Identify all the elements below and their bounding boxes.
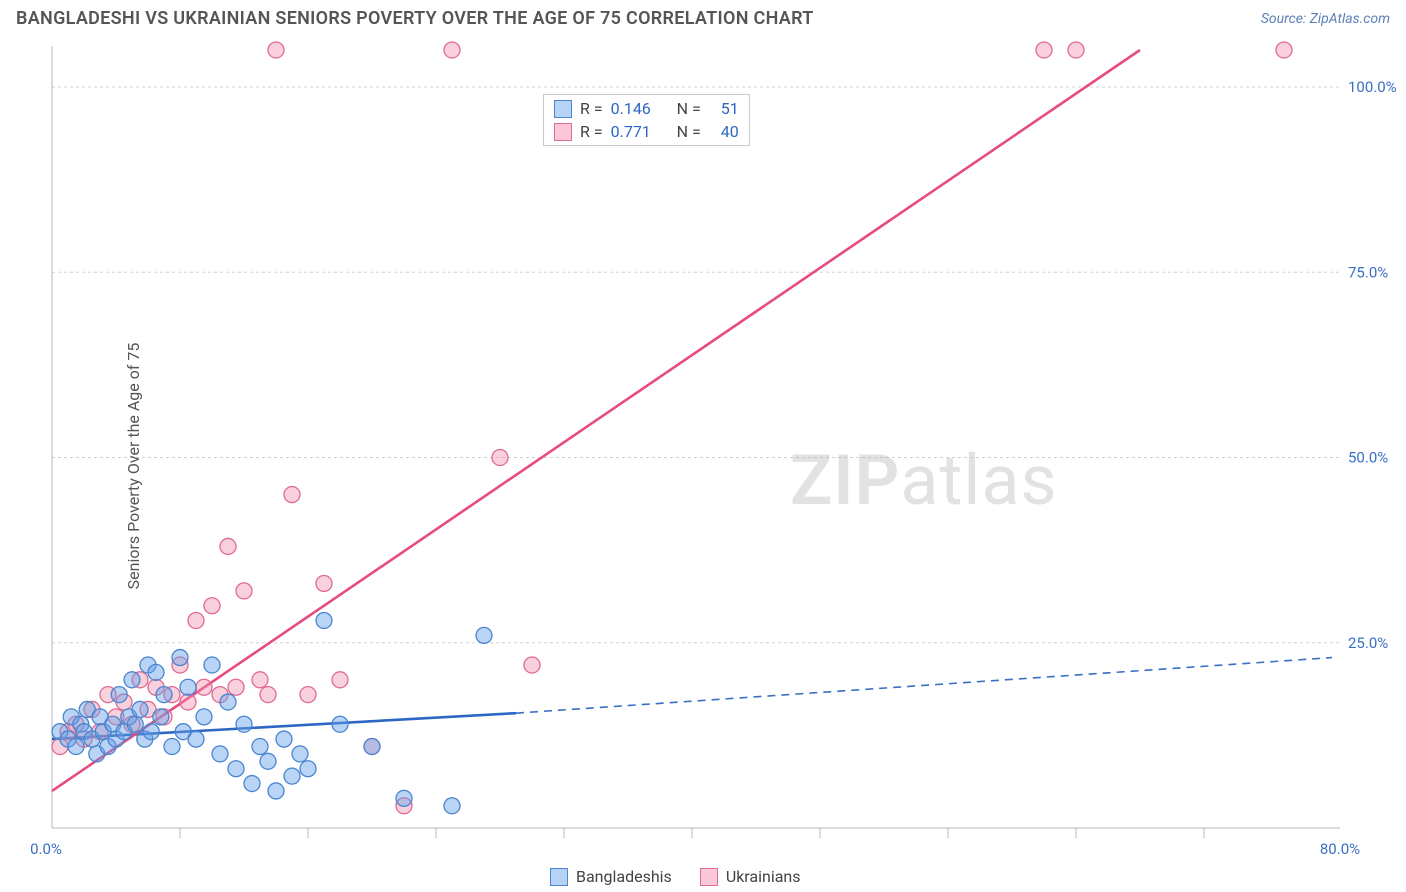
svg-text:50.0%: 50.0% (1348, 449, 1388, 467)
n-label: N = (677, 99, 701, 118)
r-value-pink: 0.771 (611, 122, 663, 141)
n-label: N = (677, 122, 701, 141)
stats-row-pink: R = 0.771 N = 40 (544, 120, 749, 143)
n-value-blue: 51 (709, 99, 739, 118)
chart-area: Seniors Poverty Over the Age of 75 25.0%… (0, 40, 1406, 892)
stats-row-blue: R = 0.146 N = 51 (544, 97, 749, 120)
scatter-plot: 25.0% 50.0% 75.0% 100.0% 0.0% 80.0% (0, 40, 1406, 892)
source-label: Source: ZipAtlas.com (1261, 11, 1390, 27)
swatch-pink-icon (554, 123, 572, 141)
r-label: R = (580, 122, 603, 141)
legend-item-blue: Bangladeshis (550, 867, 672, 886)
legend-label-pink: Ukrainians (726, 867, 801, 886)
swatch-blue-icon (550, 868, 568, 886)
n-value-pink: 40 (709, 122, 739, 141)
bottom-legend: Bangladeshis Ukrainians (550, 867, 801, 886)
header: BANGLADESHI VS UKRAINIAN SENIORS POVERTY… (0, 0, 1406, 33)
svg-text:100.0%: 100.0% (1348, 78, 1397, 96)
chart-title: BANGLADESHI VS UKRAINIAN SENIORS POVERTY… (16, 8, 814, 29)
r-label: R = (580, 99, 603, 118)
svg-text:25.0%: 25.0% (1348, 634, 1388, 652)
legend-label-blue: Bangladeshis (576, 867, 672, 886)
svg-text:80.0%: 80.0% (1320, 840, 1360, 858)
svg-text:75.0%: 75.0% (1348, 263, 1388, 281)
y-axis-label: Seniors Poverty Over the Age of 75 (124, 343, 143, 590)
swatch-pink-icon (700, 868, 718, 886)
stats-box: R = 0.146 N = 51 R = 0.771 N = 40 (543, 94, 750, 146)
r-value-blue: 0.146 (611, 99, 663, 118)
swatch-blue-icon (554, 100, 572, 118)
legend-item-pink: Ukrainians (700, 867, 801, 886)
svg-text:0.0%: 0.0% (30, 840, 62, 858)
